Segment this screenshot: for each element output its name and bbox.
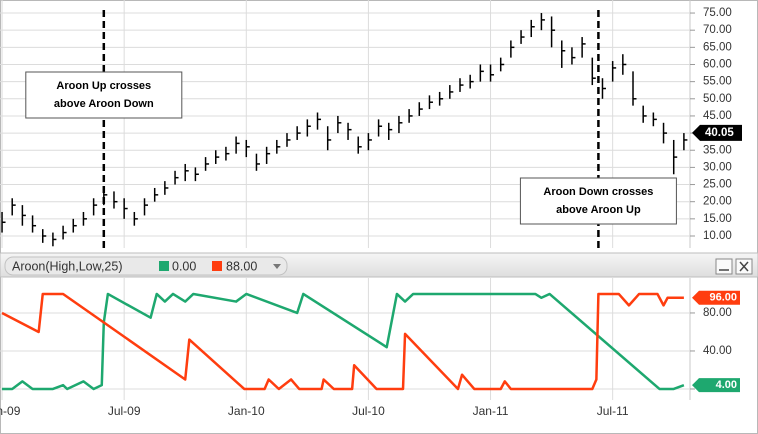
y-tick-label: 65.00 <box>703 41 732 53</box>
overlay: Jan-09 Jul-09 Jan-10 Jul-10 Jan-11 Jul-11 10.0… <box>0 7 742 418</box>
dropdown-arrow[interactable] <box>273 264 281 269</box>
minimize-button[interactable] <box>715 258 733 275</box>
legend-swatch <box>159 261 169 271</box>
last-value-badge <box>692 378 740 393</box>
y-tick-label: 80.00 <box>703 307 732 319</box>
price-plot <box>0 0 690 248</box>
annotation-text: Aroon Down crosses <box>543 186 653 198</box>
y-tick-label: 50.00 <box>703 93 732 105</box>
y-tick-label: 30.00 <box>703 161 732 173</box>
y-tick-label: 70.00 <box>703 24 732 36</box>
legend-value: 0.00 <box>172 259 196 273</box>
x-tick-label: Jul-11 <box>597 404 629 418</box>
y-tick-label: 75.00 <box>703 7 732 19</box>
last-value-badge <box>692 290 740 305</box>
annotation-text: above Aroon Down <box>54 98 154 110</box>
y-tick-label: 25.00 <box>703 179 732 191</box>
annotation-text: Aroon Up crosses <box>56 80 151 92</box>
annotation-box <box>25 71 183 119</box>
y-tick-label: 10.00 <box>703 230 732 242</box>
aroon-line <box>2 292 685 391</box>
last-price-badge <box>692 124 742 141</box>
y-tick-label: 35.00 <box>703 144 732 156</box>
close-button[interactable] <box>735 258 753 275</box>
y-tick-label: 40.00 <box>703 345 732 357</box>
x-tick-label: Jul-10 <box>352 404 385 418</box>
x-tick-label: Jan-10 <box>228 404 265 418</box>
annotation-text: above Aroon Up <box>556 204 641 216</box>
annotation: Aroon Down crosses above Aroon Up <box>519 177 677 225</box>
y-tick-label: 60.00 <box>703 59 732 71</box>
legend-title: Aroon(High,Low,25) <box>12 259 122 273</box>
last-value-label: 4.00 <box>716 379 737 391</box>
y-tick-label: 55.00 <box>703 76 732 88</box>
legend-swatch <box>212 261 222 271</box>
x-tick-label: Jan-11 <box>473 404 509 418</box>
aroon-line <box>1 292 684 391</box>
x-tick-label: Jul-09 <box>108 404 141 418</box>
last-value-label: 96.00 <box>709 292 737 304</box>
annotation-box <box>519 177 677 225</box>
legend-value: 88.00 <box>226 259 257 273</box>
x-tick-label: Jan-09 <box>0 404 21 418</box>
last-price-label: 40.05 <box>705 127 734 139</box>
y-tick-label: 45.00 <box>703 110 732 122</box>
y-tick-label: 15.00 <box>703 213 732 225</box>
aroon-plot <box>0 278 690 400</box>
y-tick-label: 20.00 <box>703 196 732 208</box>
annotation: Aroon Up crosses above Aroon Down <box>25 71 183 119</box>
